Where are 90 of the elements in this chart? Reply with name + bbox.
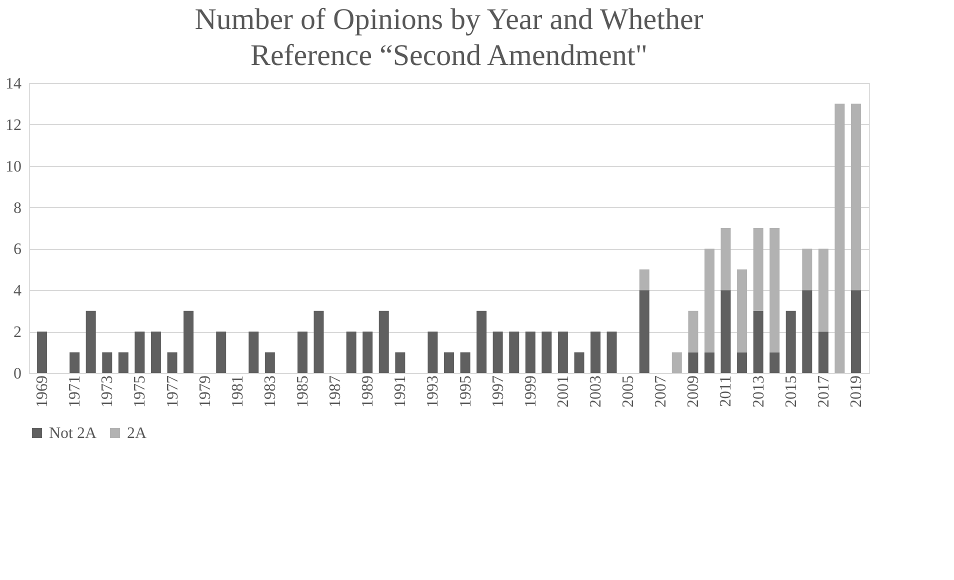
bar bbox=[786, 310, 796, 373]
y-tick-label: 14 bbox=[6, 76, 22, 92]
bar bbox=[395, 352, 406, 373]
y-tick-label: 0 bbox=[14, 366, 22, 382]
x-tick-label: 1975 bbox=[132, 376, 149, 408]
bar bbox=[378, 310, 389, 373]
x-tick-label: 2015 bbox=[782, 376, 800, 408]
x-tick-label: 1973 bbox=[99, 376, 116, 408]
x-tick-label: 1979 bbox=[196, 376, 214, 408]
y-tick-label: 4 bbox=[14, 282, 22, 300]
x-tick-label: 2019 bbox=[848, 376, 865, 408]
bar bbox=[118, 352, 128, 373]
bar bbox=[297, 332, 308, 373]
bar bbox=[688, 352, 698, 373]
bar bbox=[134, 332, 145, 373]
x-tick-label: 2013 bbox=[750, 376, 768, 408]
chart-title: Number of Opinions by Year and Whether Reference “Second Amendment" bbox=[194, 3, 704, 72]
bar bbox=[704, 248, 714, 352]
x-tick-label: 1993 bbox=[424, 376, 442, 408]
bar bbox=[428, 332, 438, 373]
x-tick-label: 1983 bbox=[262, 376, 279, 408]
bar bbox=[802, 248, 812, 290]
bar bbox=[314, 310, 324, 373]
y-tick-label: 8 bbox=[14, 200, 22, 217]
y-tick-label: 6 bbox=[14, 241, 22, 258]
bar bbox=[850, 290, 861, 373]
bar bbox=[850, 104, 861, 290]
bar bbox=[542, 332, 552, 373]
bar bbox=[720, 228, 731, 290]
bar bbox=[558, 332, 568, 373]
bar bbox=[720, 290, 731, 373]
bar bbox=[492, 332, 503, 373]
bar bbox=[264, 352, 275, 373]
x-tick-label: 2009 bbox=[685, 376, 702, 408]
bar bbox=[639, 269, 650, 290]
legend-label: Not 2A bbox=[49, 425, 97, 442]
bar bbox=[509, 332, 520, 373]
x-tick-label: 1985 bbox=[294, 376, 312, 408]
bar bbox=[753, 310, 764, 373]
bar bbox=[362, 332, 373, 373]
bar bbox=[802, 290, 812, 373]
x-tick-label: 2011 bbox=[718, 376, 735, 407]
x-tick-label: 2005 bbox=[620, 376, 638, 408]
bar bbox=[150, 332, 161, 373]
bar bbox=[834, 104, 845, 373]
bar bbox=[818, 248, 828, 332]
legend-label: 2A bbox=[127, 425, 147, 442]
bar bbox=[606, 332, 617, 373]
x-tick-label: 1997 bbox=[490, 376, 507, 408]
x-tick-label: 2001 bbox=[554, 376, 572, 408]
bar bbox=[86, 310, 96, 373]
x-tick-label: 1989 bbox=[360, 376, 377, 408]
bar bbox=[460, 352, 470, 373]
bar bbox=[37, 332, 48, 373]
bar bbox=[753, 228, 764, 311]
bar bbox=[248, 332, 259, 373]
bar bbox=[525, 332, 536, 373]
x-tick-label: 1991 bbox=[392, 376, 410, 408]
x-tick-label: 1971 bbox=[66, 376, 84, 408]
bar bbox=[639, 290, 650, 373]
bar bbox=[737, 352, 748, 373]
bar bbox=[672, 352, 682, 373]
y-tick-label: 2 bbox=[14, 324, 22, 342]
x-tick-label: 1995 bbox=[457, 376, 474, 408]
x-tick-label: 1999 bbox=[522, 376, 540, 408]
x-tick-label: 2007 bbox=[652, 376, 670, 408]
bar bbox=[70, 352, 80, 373]
y-tick-label: 12 bbox=[6, 116, 22, 134]
bar bbox=[590, 332, 601, 373]
bar bbox=[102, 352, 112, 373]
x-tick-label: 1987 bbox=[327, 376, 344, 408]
x-tick-label: 1981 bbox=[229, 376, 246, 408]
bar bbox=[818, 332, 828, 373]
x-tick-label: 1977 bbox=[164, 376, 182, 408]
bar bbox=[688, 310, 698, 352]
bar bbox=[167, 352, 178, 373]
x-tick-label: 1969 bbox=[34, 376, 52, 408]
y-tick-label: 10 bbox=[6, 158, 22, 176]
bar bbox=[770, 352, 780, 373]
bar bbox=[704, 352, 714, 373]
bar bbox=[574, 352, 584, 373]
x-tick-label: 2003 bbox=[588, 376, 605, 408]
bar bbox=[184, 310, 194, 373]
bar bbox=[216, 332, 226, 373]
bar bbox=[476, 310, 487, 373]
bar bbox=[346, 332, 356, 373]
bar bbox=[770, 228, 780, 352]
bar bbox=[737, 269, 748, 352]
x-tick-label: 2017 bbox=[815, 376, 832, 408]
bar bbox=[444, 352, 454, 373]
